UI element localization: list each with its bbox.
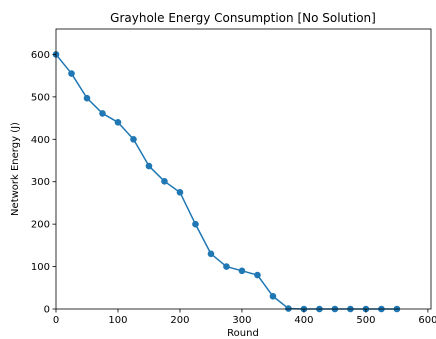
data-point <box>269 292 277 300</box>
data-point <box>285 305 292 312</box>
y-tick-label: 400 <box>31 135 50 146</box>
plot-frame <box>55 28 432 310</box>
y-tick-label: 0 <box>44 305 50 316</box>
y-axis-label: Network Energy (J) <box>10 122 21 216</box>
data-point <box>161 178 168 185</box>
x-tick-label: 300 <box>232 315 251 326</box>
y-tick-label: 500 <box>31 92 50 103</box>
y-tick-label: 200 <box>31 220 50 231</box>
y-tick-label: 600 <box>31 50 50 61</box>
data-point <box>254 271 261 279</box>
data-point <box>176 189 184 196</box>
data-point <box>238 267 246 275</box>
y-tick-label: 300 <box>31 177 50 188</box>
data-point <box>68 70 75 77</box>
x-tick-label: 400 <box>294 315 313 326</box>
x-tick-label: 200 <box>170 315 189 326</box>
data-point <box>192 220 199 228</box>
x-tick-label: 0 <box>53 315 59 326</box>
data-point <box>99 110 106 117</box>
data-point <box>83 94 91 102</box>
y-tick-label: 100 <box>31 262 50 273</box>
data-point <box>130 136 137 143</box>
data-point <box>145 162 153 170</box>
data-point <box>114 119 122 126</box>
x-tick-label: 100 <box>108 315 127 326</box>
data-point <box>223 263 230 270</box>
data-point <box>207 250 215 258</box>
x-axis-label: Round <box>227 328 259 339</box>
chart-title: Grayhole Energy Consumption [No Solution… <box>110 11 376 25</box>
plot-area: 0 100 200 300 400 500 600 0 100 200 300 400 500 600 <box>31 28 436 326</box>
x-tick-label: 500 <box>356 315 375 326</box>
x-tick-label: 600 <box>418 315 436 326</box>
